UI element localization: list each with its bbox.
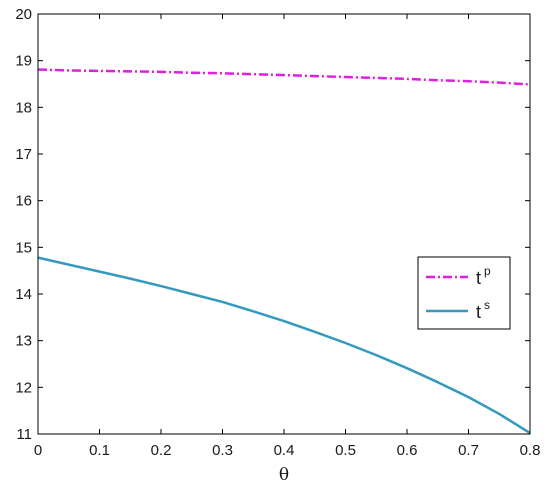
y-tick-label: 14 [15, 286, 32, 303]
y-tick-label: 17 [15, 146, 32, 163]
legend-label-ts: t [476, 302, 481, 322]
x-tick-label: 0.8 [520, 442, 541, 459]
x-tick-label: 0.1 [89, 442, 110, 459]
y-tick-label: 19 [15, 53, 32, 70]
legend: t pt s [417, 256, 511, 330]
x-tick-label: 0.3 [212, 442, 233, 459]
x-tick-label: 0.6 [397, 442, 418, 459]
y-tick-label: 13 [15, 333, 32, 350]
x-tick-label: 0.2 [151, 442, 172, 459]
plot-lines [37, 68, 531, 435]
y-tick-label: 16 [15, 193, 32, 210]
x-axis-title: θ [279, 465, 289, 485]
x-axis-tick-labels: 0 0.1 0.2 0.3 0.4 0.5 0.6 0.7 0.8 [34, 442, 541, 459]
y-tick-label: 15 [15, 239, 32, 256]
legend-label-tp: t [476, 268, 481, 288]
legend-superscript-ts: s [484, 298, 490, 312]
legend-superscript-tp: p [484, 264, 491, 278]
y-axis-tick-labels: 11 12 13 14 15 16 17 18 19 20 [15, 6, 32, 443]
x-tick-label: 0.5 [335, 442, 356, 459]
legend-box [417, 256, 511, 330]
y-tick-label: 11 [16, 426, 32, 443]
y-tick-label: 18 [15, 99, 32, 116]
y-tick-label: 20 [15, 6, 32, 23]
x-tick-label: 0 [34, 442, 42, 459]
y-tick-label: 12 [15, 379, 32, 396]
axis-ticks [37, 13, 531, 435]
x-tick-label: 0.7 [458, 442, 479, 459]
x-tick-label: 0.4 [274, 442, 295, 459]
